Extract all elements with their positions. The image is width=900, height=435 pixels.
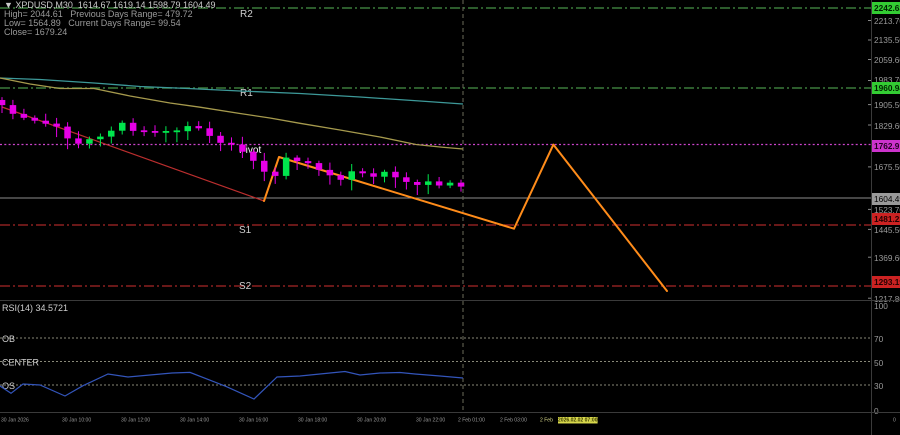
svg-text:R1: R1 [240, 88, 253, 99]
svg-text:S1: S1 [239, 225, 252, 236]
svg-text:S2: S2 [239, 281, 252, 292]
svg-text:OB: OB [2, 334, 15, 344]
svg-text:CENTER: CENTER [2, 358, 40, 368]
svg-text:RSI(14) 34.5721: RSI(14) 34.5721 [2, 303, 68, 313]
svg-text:OS: OS [2, 381, 15, 391]
svg-text:R2: R2 [240, 9, 253, 20]
